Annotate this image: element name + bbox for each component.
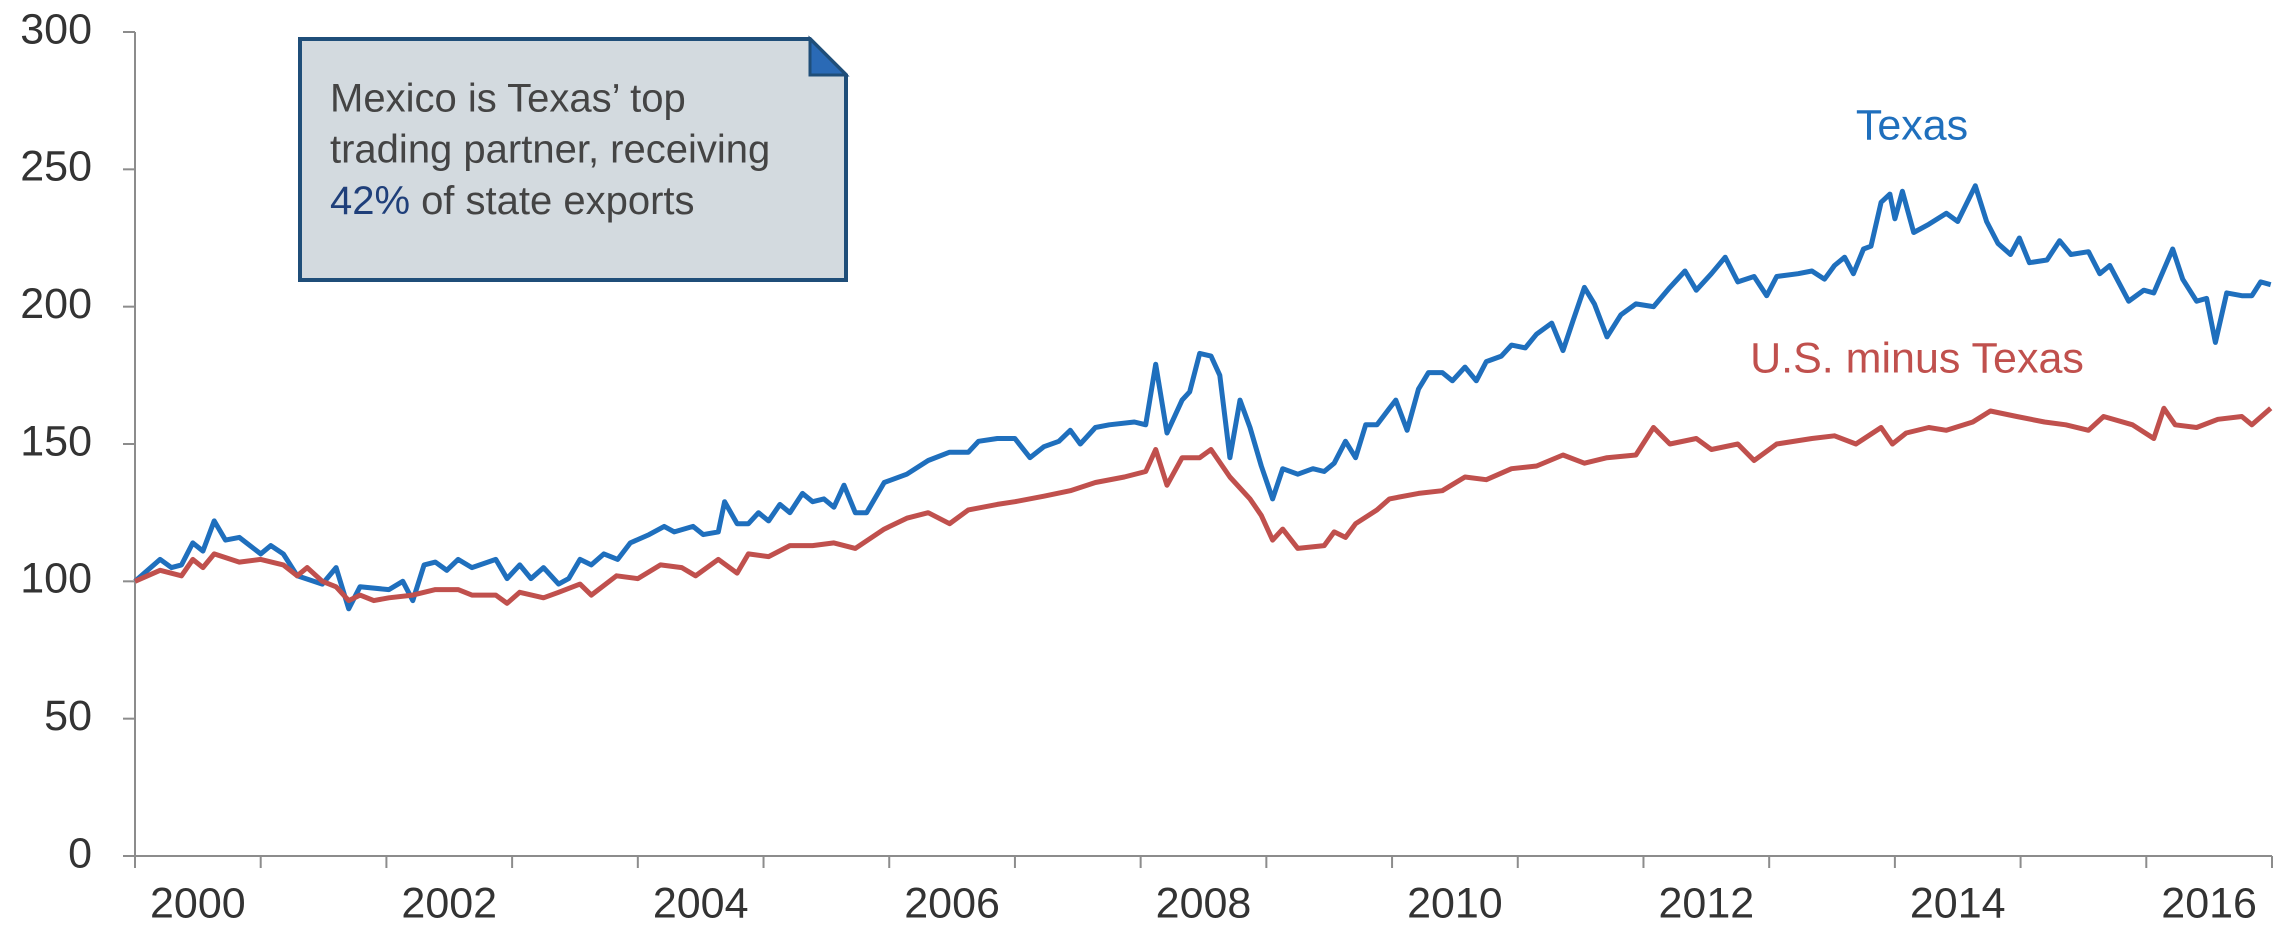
series-label: U.S. minus Texas [1750, 334, 2084, 382]
y-tick-label: 200 [20, 280, 92, 328]
y-tick-label: 150 [20, 417, 92, 465]
annotation-fold [808, 35, 850, 77]
x-tick-label: 2014 [1910, 879, 2006, 927]
series-label: Texas [1856, 101, 1968, 149]
x-tick-label: 2016 [2161, 879, 2257, 927]
x-tick-label: 2008 [1156, 879, 1252, 927]
y-tick-label: 50 [44, 692, 92, 740]
series-line [133, 405, 2273, 606]
annotation-line: trading partner, receiving [330, 128, 770, 172]
x-tick-label: 2006 [904, 879, 1000, 927]
x-tick-label: 2000 [150, 879, 246, 927]
y-tick-label: 100 [20, 555, 92, 603]
y-tick-label: 300 [20, 5, 92, 53]
annotation-line: 42% of state exports [330, 179, 695, 223]
x-tick-label: 2010 [1407, 879, 1503, 927]
annotation-rest: of state exports [421, 179, 694, 223]
series-line [133, 183, 2272, 612]
x-tick-label: 2012 [1658, 879, 1754, 927]
x-tick-label: 2002 [401, 879, 497, 927]
annotation-highlight: 42% [330, 179, 410, 223]
annotation-box [298, 37, 848, 282]
annotation: Mexico is Texas’ top trading partner, re… [298, 35, 850, 282]
y-tick-label: 0 [68, 829, 92, 877]
annotation-line: Mexico is Texas’ top [330, 77, 686, 121]
y-tick-label: 250 [20, 143, 92, 191]
x-tick-label: 2004 [653, 879, 749, 927]
